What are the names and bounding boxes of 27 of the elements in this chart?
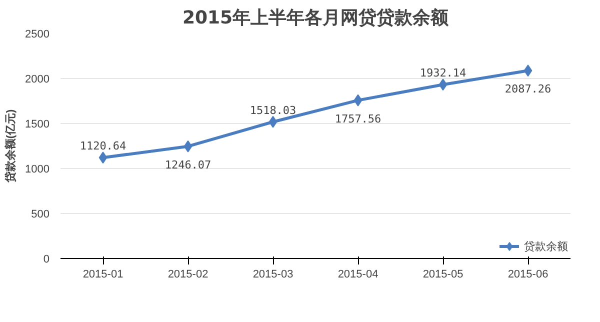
point: [354, 94, 362, 106]
x-tick-label: 2015-06: [508, 268, 548, 280]
y-tick-label: 500: [31, 208, 50, 220]
data-label: 1518.03: [250, 104, 296, 117]
data-label: 1932.14: [420, 66, 467, 80]
point: [268, 116, 278, 128]
point: [524, 64, 532, 77]
data-label: 1120.64: [80, 140, 127, 153]
y-tick-label: 0: [43, 254, 50, 266]
y-tick-label: 1000: [25, 164, 50, 176]
data-label: 1757.56: [334, 112, 382, 126]
y-tick-label: 2500: [25, 28, 50, 40]
x-tick-label: 2015-01: [82, 268, 124, 280]
x-tick-label: 2015-03: [252, 268, 294, 280]
data-label: 1246.07: [164, 158, 212, 172]
data-label: 2087.26: [504, 82, 552, 96]
chart-title: 2015年上半年各月网贷贷款余额: [182, 8, 450, 28]
y-tick-label: 1500: [25, 118, 50, 130]
point: [98, 152, 108, 164]
point: [184, 140, 192, 152]
point: [438, 78, 448, 91]
legend-label: 贷款余额: [524, 240, 568, 254]
x-tick-label: 2015-04: [338, 268, 378, 280]
y-axis-title: 贷款余额(亿元): [4, 109, 18, 184]
y-tick-label: 2000: [25, 74, 50, 86]
x-tick-label: 2015-02: [168, 268, 208, 280]
x-tick-label: 2015-05: [422, 268, 464, 280]
